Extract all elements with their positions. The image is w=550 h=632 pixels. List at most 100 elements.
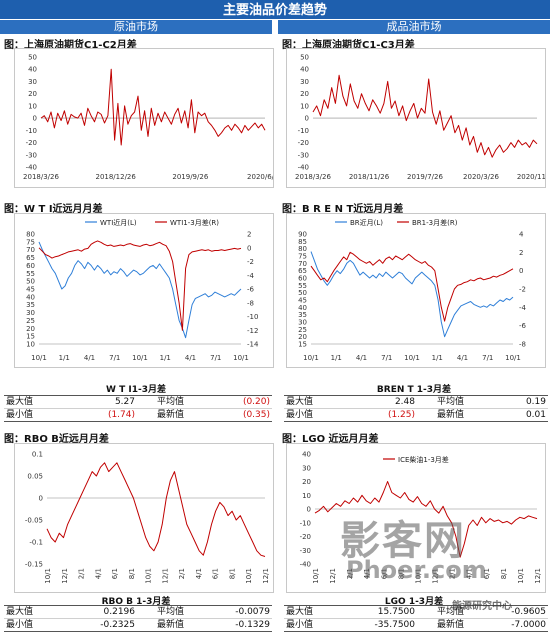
table-row: 最小值 (1.74) 最新值 (0.35) [4, 408, 272, 422]
crude-market-header: 原油市场 [0, 20, 272, 34]
series-line-0 [314, 481, 538, 558]
y-tick-label: 80 [298, 245, 307, 253]
x-tick-label: 7/1 [210, 354, 221, 362]
y-tick-label: 30 [26, 309, 35, 317]
y-right-tick-label: 2 [519, 249, 523, 257]
series-line-0 [312, 74, 538, 158]
x-tick-label: 2018/11/26 [349, 173, 390, 181]
y-right-tick-label: -12 [247, 327, 258, 335]
y-right-tick-label: 4 [519, 231, 524, 239]
x-tick-label: 10/1 [312, 568, 320, 584]
table-row: 最大值 2.48 平均值 0.19 [284, 395, 548, 409]
y-tick-label: 40 [26, 293, 35, 301]
watermark-url: Phoer.com [346, 556, 487, 584]
wti-stats-title: W T I1-3月差 [106, 385, 166, 395]
y-tick-label: -20 [26, 139, 37, 147]
y-tick-label: 0 [39, 495, 43, 503]
x-tick-label: 12/1 [61, 568, 69, 584]
y-tick-label: 0 [33, 115, 37, 123]
y-right-tick-label: -8 [247, 299, 254, 307]
x-tick-label: 2020/3/26 [463, 173, 499, 181]
series-line-0 [38, 241, 242, 339]
brent-stats-table: 最大值 2.48 平均值 0.19 最小值 (1.25) 最新值 0.01 [284, 395, 548, 422]
y-right-tick-label: -4 [519, 304, 527, 312]
y-tick-label: -40 [26, 164, 37, 172]
y-tick-label: 10 [28, 102, 37, 110]
x-tick-label: 1/1 [59, 354, 70, 362]
x-tick-label: 6/1 [212, 568, 220, 579]
stat-label: 最新值 [137, 408, 229, 422]
y-right-tick-label: -2 [519, 286, 526, 294]
y-tick-label: 40 [302, 451, 311, 459]
y-tick-label: 30 [302, 464, 311, 472]
x-tick-label: 7/1 [381, 354, 392, 362]
x-tick-label: 1/1 [160, 354, 171, 362]
y-tick-label: -30 [26, 151, 37, 159]
x-tick-label: 2020/6/26 [247, 173, 273, 181]
x-tick-label: 2020/11/26 [517, 173, 545, 181]
stat-value: (1.25) [358, 408, 417, 422]
stat-value: (0.35) [229, 408, 272, 422]
x-tick-label: 2/1 [346, 568, 354, 579]
x-tick-label: 10/1 [404, 354, 420, 362]
x-tick-label: 6/1 [380, 568, 388, 579]
x-tick-label: 10/1 [44, 568, 52, 584]
y-tick-label: 40 [300, 66, 309, 74]
x-tick-label: 4/1 [363, 568, 371, 579]
x-tick-label: 10/1 [233, 354, 249, 362]
stat-value: (0.20) [229, 395, 272, 409]
x-tick-label: 12/1 [262, 568, 270, 584]
sh-fuel-chart-title: 图：上海原油期货C1-C3月差 [282, 40, 415, 51]
x-tick-label: 6/1 [111, 568, 119, 579]
sh-crude-chart: 50 40 30 20 10 0 -10 -20 -30 -40 2018/3/26 2018/12/… [14, 48, 274, 188]
x-tick-label: 8/1 [228, 568, 236, 579]
legend-label: BR1-3月差(R) [412, 218, 458, 227]
x-tick-label: 10/1 [31, 354, 47, 362]
y-tick-label: 55 [298, 282, 307, 290]
x-tick-label: 12/1 [534, 568, 542, 584]
y-right-tick-label: -14 [247, 341, 259, 349]
x-tick-label: 10/1 [132, 354, 148, 362]
y-right-tick-label: -4 [247, 272, 255, 280]
y-tick-label: 75 [298, 253, 307, 261]
x-tick-label: 1/1 [331, 354, 342, 362]
y-tick-label: 80 [26, 231, 35, 239]
table-row: 最大值 5.27 平均值 (0.20) [4, 395, 272, 409]
y-tick-label: 50 [26, 278, 35, 286]
x-tick-label: 4/1 [94, 568, 102, 579]
sh-fuel-chart: 50 40 30 20 10 0 -10 -20 -30 -40 2018/3/26 2018/11/… [286, 48, 546, 188]
stat-label: 平均值 [137, 605, 229, 619]
y-tick-label: 45 [298, 297, 307, 305]
x-tick-label: 12/1 [329, 568, 337, 584]
y-tick-label: 30 [28, 78, 37, 86]
y-tick-label: 20 [26, 325, 35, 333]
series-line-1 [38, 240, 242, 331]
x-tick-label: 2/1 [178, 568, 186, 579]
y-tick-label: 75 [26, 238, 35, 246]
y-tick-label: 60 [298, 275, 307, 283]
y-tick-label: 25 [26, 317, 35, 325]
y-tick-label: -0.05 [25, 517, 43, 525]
x-tick-label: 10/1 [505, 354, 521, 362]
x-tick-label: 4/1 [185, 354, 196, 362]
x-tick-label: 1/1 [432, 354, 443, 362]
y-tick-label: 10 [302, 492, 311, 500]
watermark-wechat: 能源研究中心 [452, 601, 512, 612]
y-tick-label: 90 [298, 231, 307, 239]
x-tick-label: 6/1 [483, 568, 491, 579]
y-tick-label: 40 [28, 66, 37, 74]
y-tick-label: -10 [26, 127, 37, 135]
y-tick-label: -0.1 [29, 539, 43, 547]
series-line-0 [46, 462, 266, 557]
table-row: 最大值 15.7500 平均值 -0.9605 [284, 605, 548, 619]
series-line-0 [310, 251, 514, 338]
y-tick-label: 50 [28, 54, 37, 62]
table-row: 最小值 -35.7500 最新值 -7.0000 [284, 618, 548, 632]
lgo-stats-table: 最大值 15.7500 平均值 -0.9605 最小值 -35.7500 最新值… [284, 605, 548, 632]
y-tick-label: 30 [300, 78, 309, 86]
page-title: 主要油品价差趋势 [0, 0, 550, 19]
stat-value: -0.0079 [229, 605, 272, 619]
y-tick-label: 20 [28, 90, 37, 98]
rbob-stats-title: RBO B 1-3月差 [101, 597, 171, 607]
lgo-chart-title: 图：LGO 近远月月差 [282, 434, 379, 445]
